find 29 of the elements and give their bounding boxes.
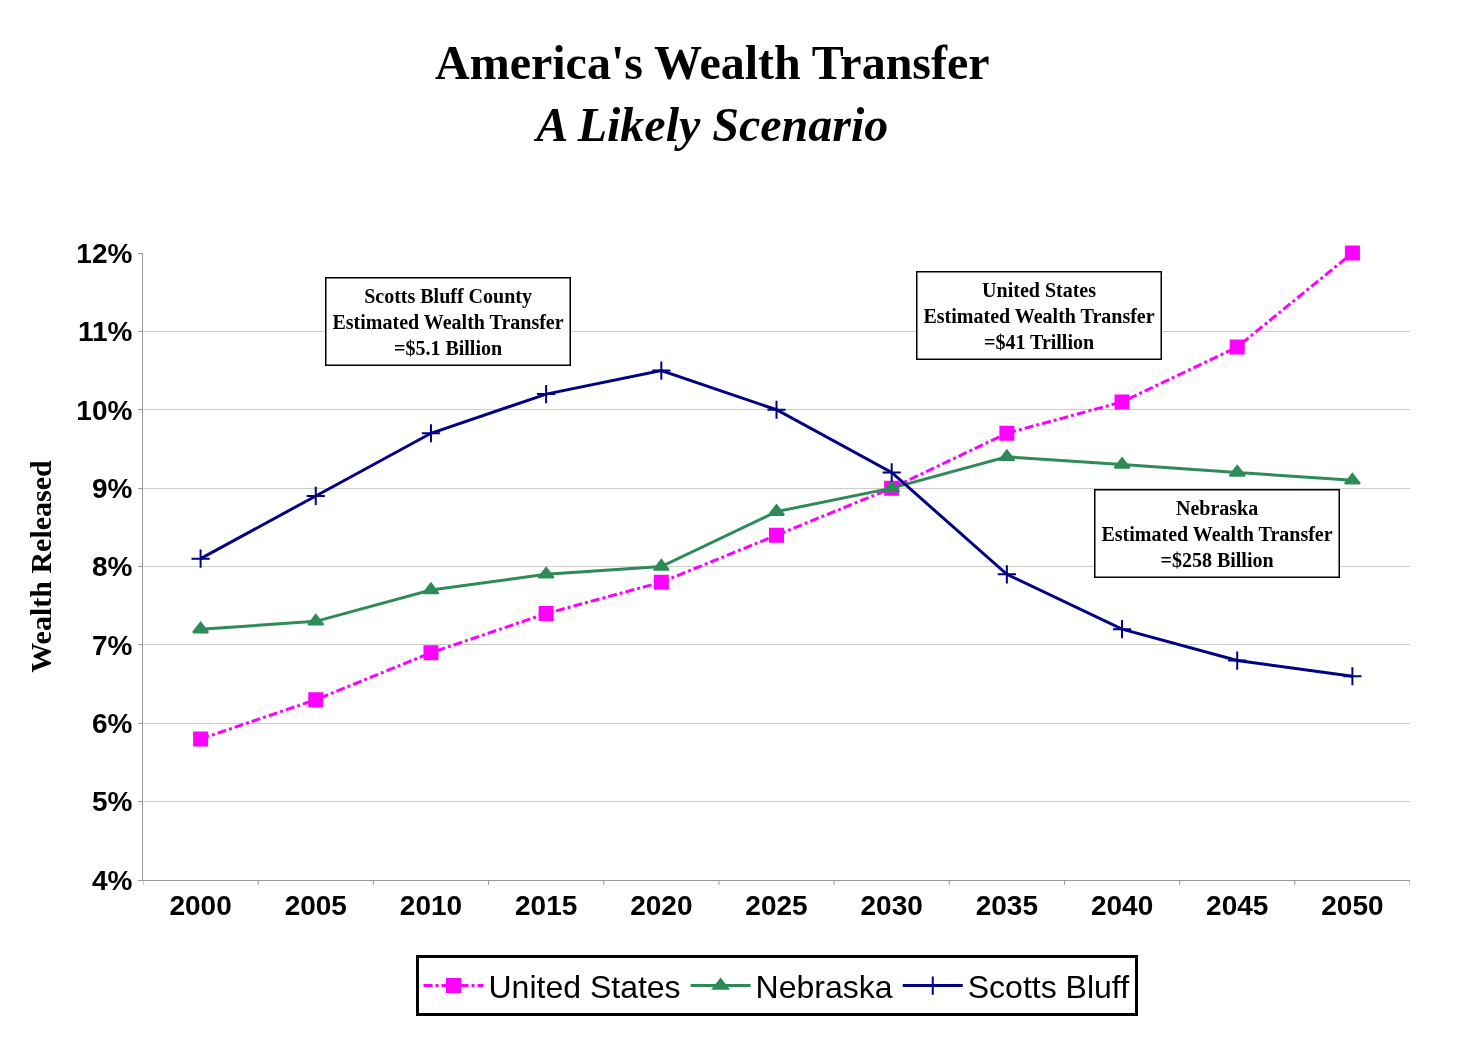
y-tick-label: 7% xyxy=(91,629,133,661)
chart-title: America's Wealth Transfer xyxy=(435,35,990,89)
legend-label: United States xyxy=(488,969,681,1006)
x-tick-label: 2035 xyxy=(975,889,1039,921)
annotation: United States Estimated Wealth Transfer =$41 Trillion xyxy=(923,278,1155,353)
annotation: Nebraska Estimated Wealth Transfer =$258 Billion xyxy=(1101,496,1333,571)
y-tick-label: 9% xyxy=(91,472,133,504)
y-tick-label: 12% xyxy=(76,237,133,269)
annotation: Scotts Bluff County Estimated Wealth Transfer =$5.1 Billion xyxy=(332,284,564,359)
y-tick-label: 5% xyxy=(91,786,133,818)
x-tick-label: 2040 xyxy=(1090,889,1154,921)
x-tick-label: 2015 xyxy=(514,889,578,921)
x-tick-label: 2025 xyxy=(745,889,808,921)
chart-subtitle: A Likely Scenario xyxy=(533,97,889,151)
legend-label: Scotts Bluff xyxy=(967,969,1130,1006)
legend-label: Nebraska xyxy=(755,969,893,1006)
y-tick-label: 10% xyxy=(76,394,133,426)
x-tick-label: 2050 xyxy=(1321,889,1384,921)
y-tick-label: 11% xyxy=(77,316,133,348)
y-tick-label: 4% xyxy=(91,864,133,896)
y-axis-title: Wealth Released xyxy=(24,459,58,673)
y-tick-label: 6% xyxy=(91,708,133,740)
x-tick-label: 2030 xyxy=(860,889,923,921)
x-tick-label: 2045 xyxy=(1206,889,1269,921)
x-tick-label: 2000 xyxy=(169,889,232,921)
x-tick-label: 2005 xyxy=(284,889,347,921)
x-tick-label: 2020 xyxy=(630,889,693,921)
x-tick-label: 2010 xyxy=(399,889,463,921)
y-tick-label: 8% xyxy=(91,551,133,583)
